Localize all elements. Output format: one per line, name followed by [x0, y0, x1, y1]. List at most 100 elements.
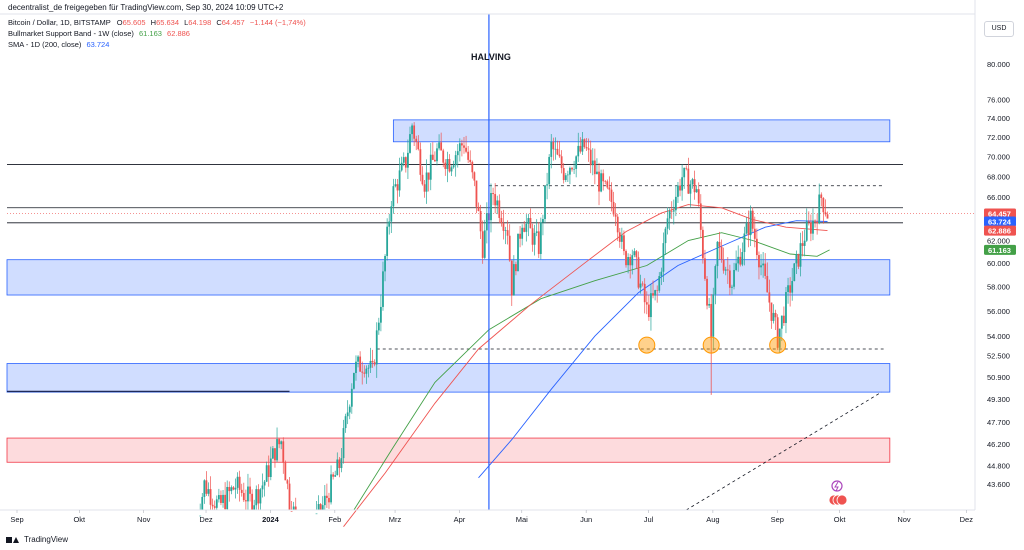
- candle-body: [323, 495, 326, 506]
- candle-body: [471, 162, 474, 173]
- candle-body: [344, 416, 347, 429]
- candle-body: [427, 172, 430, 180]
- candle-body: [475, 180, 478, 207]
- price-label-box-2: [984, 225, 1016, 236]
- candle-body: [681, 177, 684, 191]
- candle-body: [793, 263, 796, 281]
- candle-body: [363, 372, 366, 374]
- candle-body: [664, 228, 667, 244]
- candle-body: [321, 505, 324, 510]
- candle-body: [654, 290, 657, 296]
- candle-body: [668, 210, 671, 219]
- legend-close-label: C: [216, 18, 222, 27]
- candle-body: [240, 489, 243, 493]
- candle-body: [392, 186, 395, 207]
- zone-blue-1: [6, 259, 891, 296]
- candle-body: [799, 243, 802, 267]
- candle-body: [689, 184, 692, 194]
- candle-body: [753, 228, 756, 239]
- candle-body: [604, 181, 607, 182]
- price-tick-label: 54.000: [987, 332, 1010, 341]
- candle-body: [791, 280, 794, 293]
- candle-body: [500, 217, 503, 224]
- candle-body: [411, 125, 413, 135]
- candle-body: [610, 189, 613, 202]
- candle-body: [693, 179, 696, 193]
- candle-body: [569, 167, 571, 175]
- candle-body: [367, 367, 370, 369]
- legend-indicator-band[interactable]: Bullmarket Support Band - 1W (close): [8, 29, 134, 38]
- candle-body: [461, 143, 463, 146]
- candle-body: [720, 246, 723, 260]
- candle-body: [662, 243, 665, 272]
- price-label-box-1: [984, 216, 1016, 227]
- candle-body: [714, 266, 717, 295]
- zone-blue-0: [392, 119, 891, 143]
- candle-body: [407, 152, 409, 168]
- price-tick-label: 62.000: [987, 236, 1010, 245]
- candle-body: [627, 257, 629, 266]
- candle-body: [747, 223, 750, 236]
- candle-body: [579, 145, 582, 152]
- price-tick-label: 46.200: [987, 440, 1010, 449]
- candle-body: [334, 475, 337, 477]
- footer-label: TradingView: [24, 535, 69, 544]
- candle-body: [577, 145, 580, 157]
- price-tick-label: 44.800: [987, 461, 1010, 470]
- legend-open-label: O: [116, 18, 123, 27]
- candle-body: [483, 230, 486, 258]
- candle-body: [612, 201, 615, 215]
- candle-body: [355, 361, 357, 373]
- candle-body: [404, 157, 407, 168]
- candle-body: [768, 292, 771, 303]
- candle-body: [731, 286, 733, 288]
- legend-symbol[interactable]: Bitcoin / Dollar, 1D, BITSTAMP: [8, 18, 111, 27]
- candle-body: [278, 439, 281, 445]
- candle-body: [490, 193, 492, 221]
- candle-body: [625, 251, 627, 266]
- candle-body: [766, 275, 769, 293]
- candle-body: [760, 265, 762, 268]
- candle-body: [697, 189, 700, 204]
- candle-body: [679, 185, 681, 191]
- candle-body: [274, 448, 276, 461]
- price-label-text-0: 64.457: [988, 210, 1011, 219]
- price-tick-label: 80.000: [987, 60, 1010, 69]
- candle-body: [386, 226, 389, 257]
- time-tick-label: Feb: [328, 515, 341, 524]
- candle-body: [670, 210, 673, 212]
- candle-body: [446, 158, 449, 169]
- candle-body: [230, 487, 233, 492]
- candle-body: [409, 134, 411, 153]
- candle-body: [436, 148, 438, 162]
- price-tick-label: 68.000: [987, 173, 1010, 182]
- publisher-line: decentralist_de freigegeben für TradingV…: [8, 3, 284, 12]
- candle-body: [477, 206, 480, 211]
- price-label-text-2: 62.886: [988, 227, 1011, 236]
- candle-body: [350, 388, 353, 407]
- candle-body: [620, 235, 623, 242]
- candle-body: [701, 229, 704, 259]
- candle-body: [672, 210, 675, 212]
- zone-blue-2: [6, 363, 891, 393]
- candle-body: [758, 255, 760, 268]
- candle-body: [463, 145, 465, 148]
- time-tick-label: Jul: [644, 515, 654, 524]
- candle-body: [749, 210, 752, 236]
- candle-body: [722, 259, 725, 271]
- candle-body: [284, 462, 287, 481]
- time-tick-label: Mrz: [389, 515, 402, 524]
- candle-body: [695, 189, 698, 193]
- candle-body: [523, 227, 526, 232]
- candle-body: [772, 312, 775, 321]
- legend-low-value: 64.198: [188, 18, 212, 27]
- legend-indicator-sma[interactable]: SMA - 1D (200, close): [8, 40, 82, 49]
- time-tick-label: Jun: [580, 515, 592, 524]
- candle-body: [560, 156, 563, 169]
- candle-body: [818, 194, 821, 224]
- currency-button[interactable]: USD: [984, 21, 1014, 37]
- legend-sma-value: 63.724: [86, 40, 110, 49]
- price-tick-label: 50.900: [987, 373, 1010, 382]
- candle-body: [755, 238, 758, 256]
